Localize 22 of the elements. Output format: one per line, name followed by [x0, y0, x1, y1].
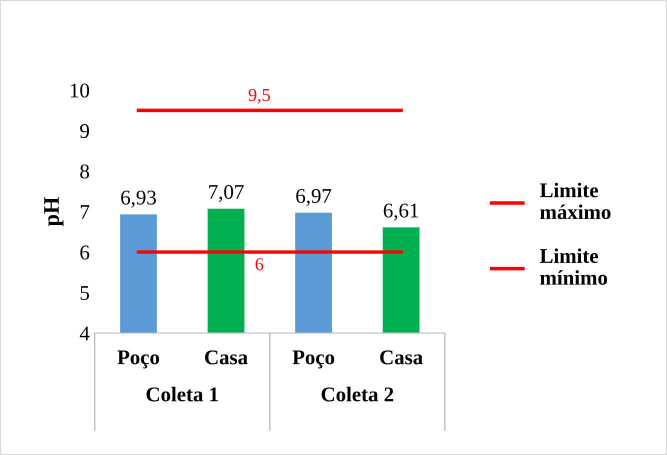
- y-tick-label: 5: [80, 286, 90, 300]
- y-tick-label: 9: [80, 124, 89, 138]
- legend-label: Limite máximo: [540, 182, 611, 220]
- legend-label: Limite mínimo: [540, 248, 608, 285]
- text: Coleta 1: [146, 386, 218, 402]
- y-tick-label: 7: [80, 205, 90, 219]
- y-tick-label: 4: [80, 326, 90, 340]
- data-label: 6: [256, 258, 264, 270]
- y-tick-label: 8: [80, 164, 90, 179]
- x-tick-label: Poço: [292, 350, 334, 368]
- data-label: 6,93: [121, 190, 156, 208]
- data-label: 6,97: [296, 189, 332, 206]
- x-tick-label: Casa: [205, 350, 248, 364]
- y-tick-label: 10: [70, 83, 90, 98]
- x-tick-label: Poço: [117, 350, 160, 368]
- y-axis-title: pH: [44, 197, 64, 226]
- y-tick-label: 6: [80, 246, 90, 260]
- text: Coleta 2: [322, 386, 394, 402]
- x-tick-label: Casa: [380, 350, 423, 364]
- data-label: 9,5: [248, 88, 270, 104]
- data-label: 7,07: [209, 184, 244, 202]
- data-label: 6,61: [384, 204, 418, 221]
